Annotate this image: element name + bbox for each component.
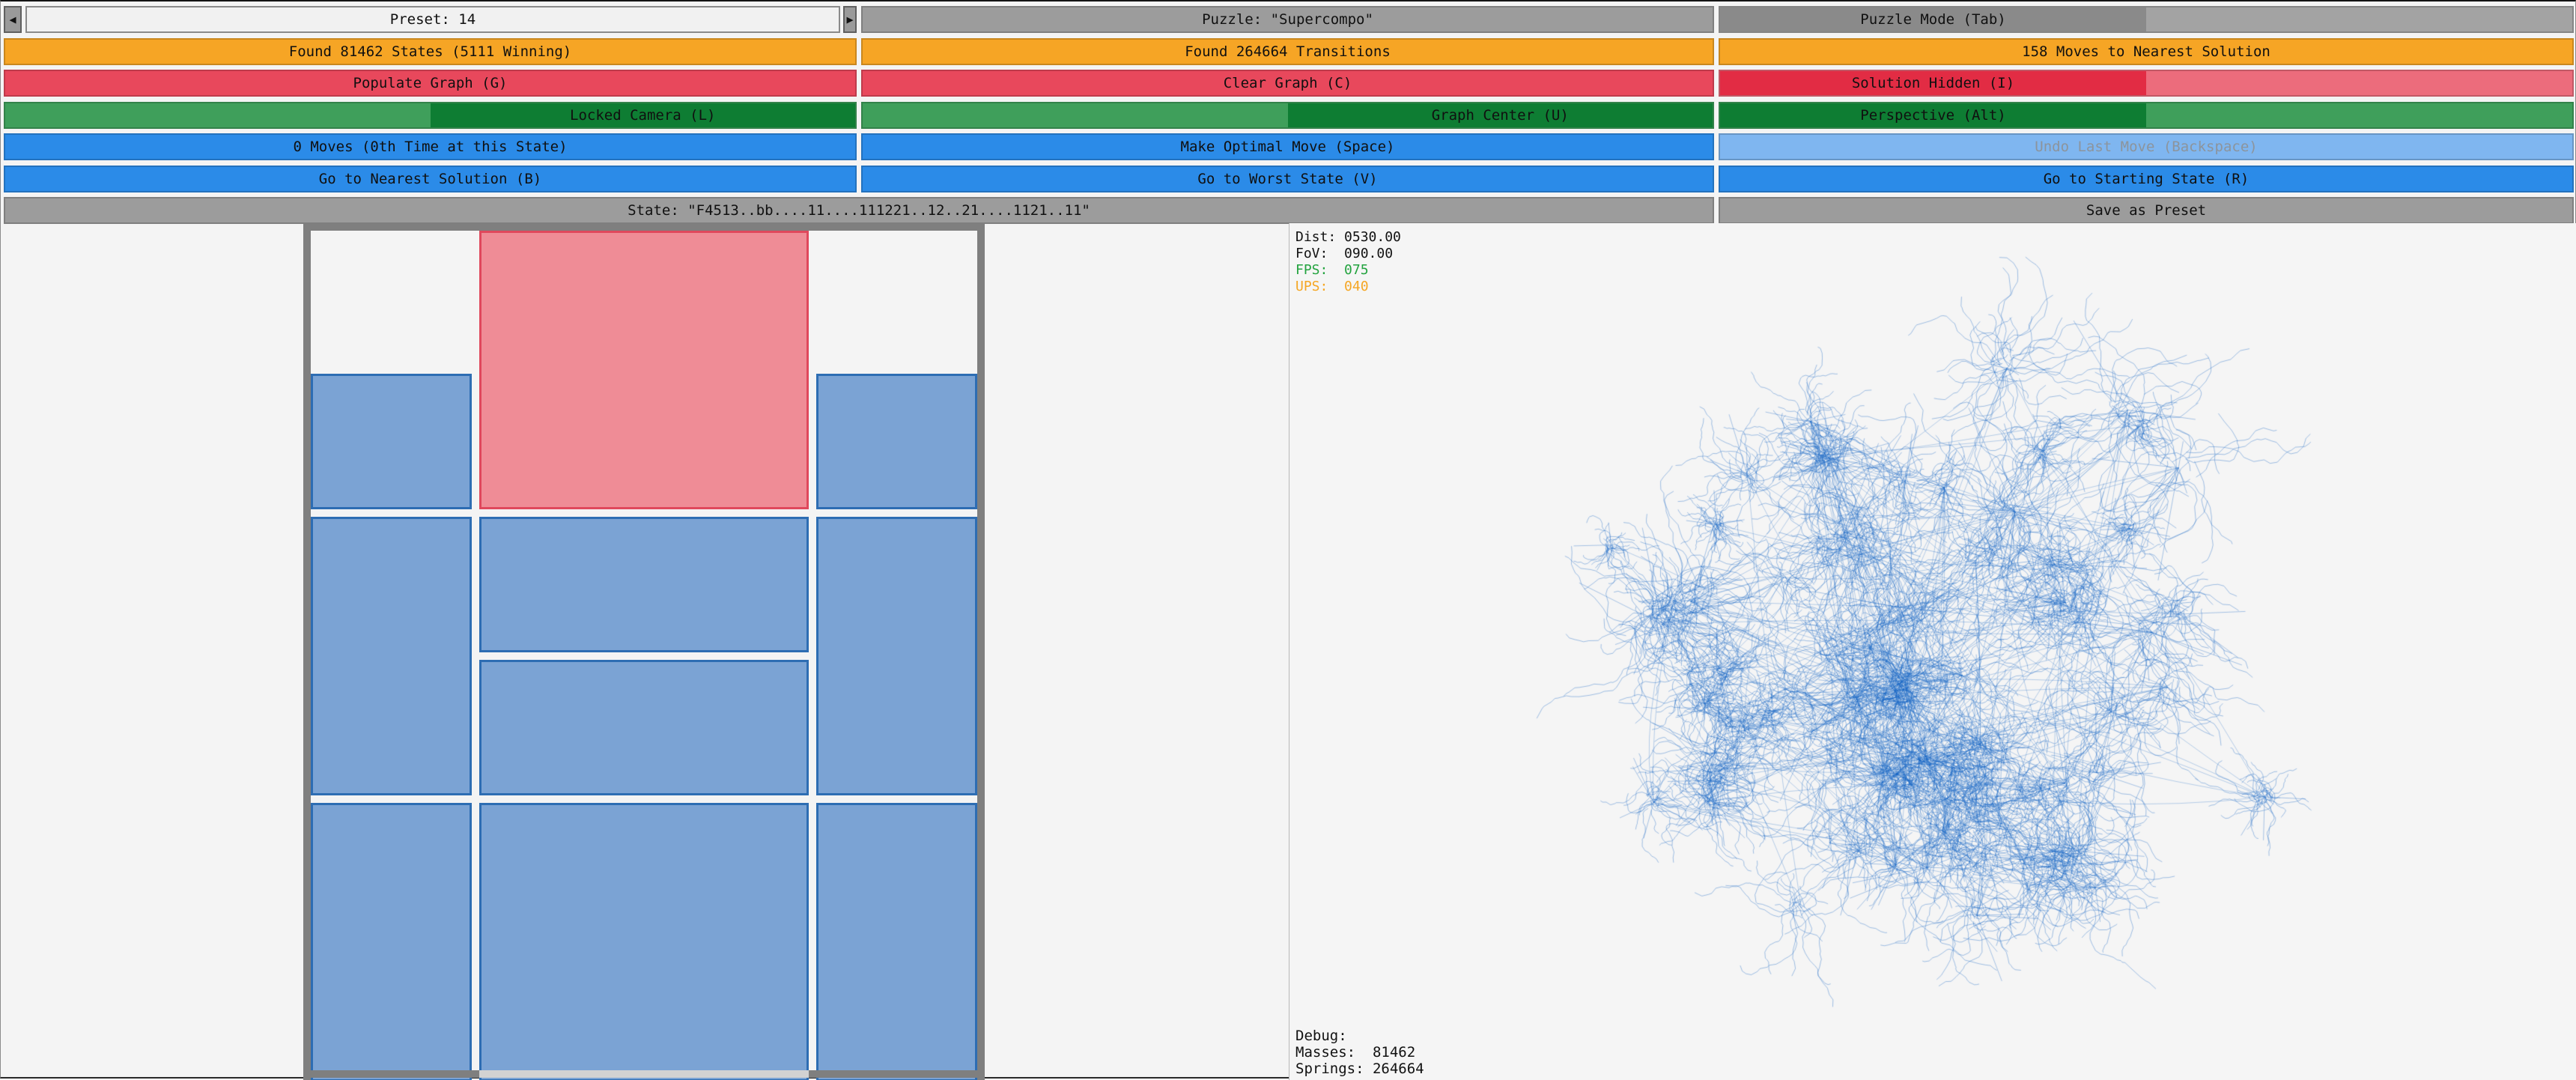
populate-graph[interactable]: Populate Graph (G) <box>4 70 857 97</box>
perspective-label: Perspective (Alt) <box>1860 107 2006 124</box>
move-count-label: 0 Moves (0th Time at this State) <box>293 139 568 155</box>
puzzle-piece[interactable] <box>816 374 977 509</box>
state-string-label: State: "F4513..bb....11....111221..12..2… <box>628 202 1090 219</box>
puzzle-name: Puzzle: "Supercompo" <box>861 6 1714 33</box>
go-nearest-solution[interactable]: Go to Nearest Solution (B) <box>4 166 857 192</box>
go-starting-state[interactable]: Go to Starting State (R) <box>1719 166 2574 192</box>
puzzle-piece[interactable] <box>816 803 977 1080</box>
debug-masses: Masses: 81462 <box>1295 1044 1416 1061</box>
hud-fov: FoV: 090.00 <box>1295 246 1394 261</box>
save-preset-label: Save as Preset <box>2086 202 2207 219</box>
puzzle-piece[interactable] <box>311 803 472 1080</box>
puzzle-piece[interactable] <box>816 517 977 795</box>
board-frame-top <box>303 223 985 231</box>
puzzle-piece[interactable] <box>479 660 809 795</box>
board-frame-bottom-left <box>303 1070 479 1078</box>
hud-dist: Dist: 0530.00 <box>1295 229 1401 245</box>
go-starting-state-label: Go to Starting State (R) <box>2043 171 2250 187</box>
found-states: Found 81462 States (5111 Winning) <box>4 38 857 65</box>
state-string: State: "F4513..bb....11....111221..12..2… <box>4 197 1714 224</box>
clear-graph-label: Clear Graph (C) <box>1223 75 1352 91</box>
save-preset[interactable]: Save as Preset <box>1719 197 2574 224</box>
locked-camera-label: Locked Camera (L) <box>570 107 716 124</box>
solution-hidden-label: Solution Hidden (I) <box>1851 75 2015 91</box>
preset-prev-button[interactable]: ◀ <box>4 6 22 33</box>
board-frame-right <box>977 223 985 1080</box>
moves-to-solution: 158 Moves to Nearest Solution <box>1719 38 2574 65</box>
solution-hidden-fill: Solution Hidden (I) <box>1720 71 2146 95</box>
go-worst-state-label: Go to Worst State (V) <box>1197 171 1378 187</box>
locked-camera[interactable]: Locked Camera (L) <box>4 102 857 129</box>
preset-value: Preset: 14 <box>25 6 840 33</box>
preset-next-button[interactable]: ▶ <box>843 6 857 33</box>
make-optimal-move-label: Make Optimal Move (Space) <box>1180 139 1395 155</box>
puzzle-mode[interactable]: Puzzle Mode (Tab) <box>1719 6 2574 33</box>
undo-last-move-label: Undo Last Move (Backspace) <box>2035 139 2258 155</box>
debug-title: Debug: <box>1295 1028 1347 1044</box>
puzzle-board <box>303 223 985 1080</box>
graph-panel: Dist: 0530.00 FoV: 090.00 FPS: 075 UPS: … <box>1289 223 2576 1080</box>
hud-fps: FPS: 075 <box>1295 262 1369 278</box>
board-frame-left <box>303 223 311 1080</box>
perspective[interactable]: Perspective (Alt) <box>1719 102 2574 129</box>
found-transitions-label: Found 264664 Transitions <box>1185 43 1391 60</box>
locked-camera-fill: Locked Camera (L) <box>430 103 855 127</box>
state-graph-canvas[interactable] <box>1289 223 2576 1080</box>
puzzle-mode-fill: Puzzle Mode (Tab) <box>1720 7 2146 31</box>
board-frame-bottom-right <box>809 1070 985 1078</box>
make-optimal-move[interactable]: Make Optimal Move (Space) <box>861 133 1714 160</box>
hud-ups: UPS: 040 <box>1295 279 1369 294</box>
board-exit-gap <box>479 1070 809 1078</box>
perspective-fill: Perspective (Alt) <box>1720 103 2146 127</box>
puzzle-mode-label: Puzzle Mode (Tab) <box>1860 11 2006 28</box>
graph-center-fill: Graph Center (U) <box>1287 103 1713 127</box>
debug-readout: Debug: Masses: 81462 Springs: 264664 <box>1295 1028 1424 1077</box>
puzzle-name-label: Puzzle: "Supercompo" <box>1202 11 1373 28</box>
debug-springs: Springs: 264664 <box>1295 1061 1424 1077</box>
target-piece[interactable] <box>479 231 809 509</box>
go-nearest-solution-label: Go to Nearest Solution (B) <box>318 171 542 187</box>
graph-center-label: Graph Center (U) <box>1431 107 1569 124</box>
populate-graph-label: Populate Graph (G) <box>353 75 508 91</box>
graph-center[interactable]: Graph Center (U) <box>861 102 1714 129</box>
go-worst-state[interactable]: Go to Worst State (V) <box>861 166 1714 192</box>
move-count: 0 Moves (0th Time at this State) <box>4 133 857 160</box>
puzzle-piece[interactable] <box>479 517 809 652</box>
toolbar: ◀ Preset: 14 ▶ Puzzle: "Supercompo" Puzzl… <box>1 1 2576 226</box>
found-states-label: Found 81462 States (5111 Winning) <box>288 43 572 60</box>
puzzle-piece[interactable] <box>311 374 472 509</box>
moves-to-solution-label: 158 Moves to Nearest Solution <box>2022 43 2270 60</box>
puzzle-piece[interactable] <box>479 803 809 1080</box>
camera-hud: Dist: 0530.00 FoV: 090.00 FPS: 075 UPS: … <box>1295 229 1401 295</box>
solution-hidden[interactable]: Solution Hidden (I) <box>1719 70 2574 97</box>
puzzle-piece[interactable] <box>311 517 472 795</box>
found-transitions: Found 264664 Transitions <box>861 38 1714 65</box>
undo-last-move[interactable]: Undo Last Move (Backspace) <box>1719 133 2574 160</box>
clear-graph[interactable]: Clear Graph (C) <box>861 70 1714 97</box>
